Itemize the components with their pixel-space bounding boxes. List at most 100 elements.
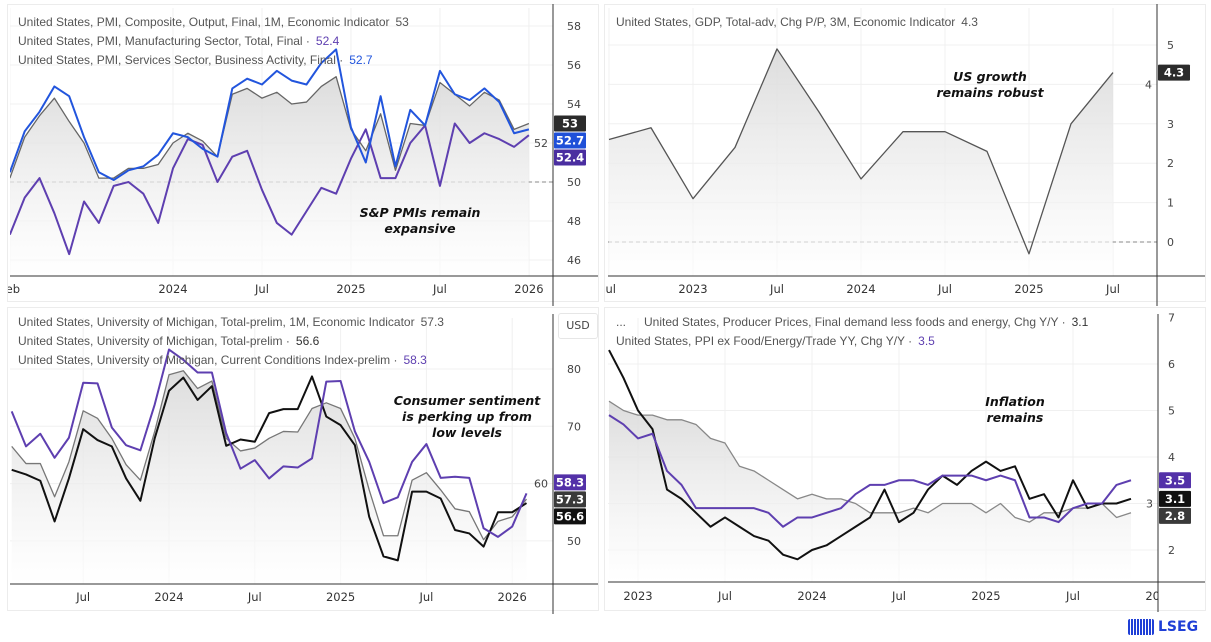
plot-area [608, 318, 1158, 582]
legend-value: 52.7 [349, 53, 373, 67]
x-tick-label: Jul [432, 282, 447, 296]
gdp-legend: United States, GDP, Total-adv, Chg P/P, … [616, 13, 978, 32]
series-line-0[interactable] [11, 370, 528, 541]
x-tick-label: 2024 [158, 282, 187, 296]
legend-label: United States, PMI, Manufacturing Sector… [18, 34, 310, 48]
currency-button[interactable]: USD [558, 313, 598, 339]
chart-annotation: expansive [384, 221, 455, 236]
x-tick-label: 2023 [678, 282, 707, 296]
plot-area [608, 8, 1157, 276]
x-tick-label: Jul [247, 590, 262, 604]
chart-annotation: remains robust [936, 85, 1044, 100]
y-tick-label: 48 [567, 215, 581, 228]
last-value-label: 3.5 [1165, 473, 1185, 487]
legend-value: 58.3 [403, 353, 427, 367]
michigan-legend: United States, University of Michigan, T… [18, 313, 444, 370]
x-tick-label: 2024 [154, 590, 183, 604]
legend-label: United States, University of Michigan, T… [18, 315, 415, 329]
series-line-1[interactable] [10, 122, 530, 256]
series-area-fill [609, 401, 1131, 582]
legend-value: 57.3 [420, 315, 444, 329]
legend-item[interactable]: United States, University of Michigan, T… [18, 332, 444, 351]
x-tick-label: 2025 [1014, 282, 1043, 296]
chart-annotation: remains [987, 410, 1044, 425]
x-tick-label: Jul [891, 589, 906, 603]
legend-item[interactable]: United States, PPI ex Food/Energy/Trade … [616, 332, 1088, 351]
last-value-label: 58.3 [556, 475, 584, 489]
last-value-badge: 52.7 [554, 132, 586, 149]
legend-value: 4.3 [961, 15, 978, 29]
x-tick-label: Feb [0, 282, 20, 296]
y-tick-label: 3 [1167, 118, 1174, 131]
y-tick-label: 5 [1168, 405, 1175, 418]
legend-item[interactable]: ... United States, Producer Prices, Final… [616, 313, 1088, 332]
x-tick-label: Jul [418, 590, 433, 604]
series-line-0[interactable] [608, 400, 1132, 523]
x-tick-label: 2026 [498, 590, 527, 604]
chart-annotation: Consumer sentiment [394, 393, 541, 408]
last-value-label: 57.3 [556, 492, 584, 506]
last-value-badge: 2.8 [1159, 507, 1191, 524]
y-tick-label: 7 [1168, 312, 1175, 325]
legend-item[interactable]: United States, PMI, Manufacturing Sector… [18, 32, 409, 51]
legend-label: United States, Producer Prices, Final de… [644, 315, 1066, 329]
chart-annotation: low levels [432, 425, 502, 440]
y-tick-label: 70 [567, 420, 581, 433]
legend-item[interactable]: United States, PMI, Composite, Output, F… [18, 13, 409, 32]
series-line-0[interactable] [10, 76, 530, 179]
chart-annotation: Inflation [985, 394, 1045, 409]
chart-annotation: is perking up from [402, 409, 532, 424]
series-line-0[interactable] [608, 48, 1114, 255]
y-tick-label: 58 [567, 20, 581, 33]
x-tick-label: Jul [769, 282, 784, 296]
series-line-2[interactable] [608, 414, 1132, 528]
x-tick-label: Jul [717, 589, 732, 603]
last-value-label: 3.1 [1165, 492, 1185, 506]
last-value-label: 52.4 [556, 151, 584, 165]
legend-item[interactable]: United States, University of Michigan, C… [18, 351, 444, 370]
x-tick-label: 2025 [336, 282, 365, 296]
legend-item[interactable]: United States, GDP, Total-adv, Chg P/P, … [616, 13, 978, 32]
last-value-badge: 52.4 [554, 149, 586, 166]
y-tick-label: 4 [1145, 78, 1152, 91]
chart-0: 46 48 50 52 54 56 58 Feb 2024 Jul 2025 Jul 2026 S&P P… [0, 4, 598, 306]
y-tick-label: 56 [567, 59, 581, 72]
series-line-1[interactable] [608, 349, 1132, 561]
legend-label: United States, PMI, Services Sector, Bus… [18, 53, 344, 67]
series-line-2[interactable] [10, 348, 528, 538]
last-value-badge: 3.1 [1159, 490, 1191, 507]
last-value-badge: 57.3 [554, 491, 586, 508]
series-line-1[interactable] [11, 375, 528, 562]
pmi-legend: United States, PMI, Composite, Output, F… [18, 13, 409, 70]
x-tick-label: 2024 [797, 589, 826, 603]
y-tick-label: 2 [1168, 544, 1175, 557]
y-tick-label: 5 [1167, 39, 1174, 52]
legend-menu-icon[interactable]: ... [616, 315, 627, 329]
y-tick-label: 52 [534, 137, 548, 150]
last-value-badge: 58.3 [554, 474, 586, 491]
legend-value: 56.6 [295, 334, 320, 348]
last-value-label: 56.6 [556, 509, 584, 523]
series-area-fill [609, 48, 1113, 276]
last-value-badge: 3.5 [1159, 472, 1191, 489]
lseg-logo: LSEG [1128, 619, 1198, 635]
series-line-2[interactable] [10, 48, 530, 182]
chart-1: 0 1 2 3 4 5 Jul 2023 Jul 2024 Jul 2025 Jul US growthr… [606, 4, 1205, 306]
legend-item[interactable]: United States, University of Michigan, T… [18, 313, 444, 332]
last-value-label: 4.3 [1164, 66, 1184, 80]
last-value-label: 53 [562, 117, 578, 131]
legend-label: United States, PMI, Composite, Output, F… [18, 15, 390, 29]
y-tick-label: 50 [567, 535, 581, 548]
last-value-badge: 4.3 [1158, 64, 1190, 81]
x-tick-label: 2026 [514, 282, 543, 296]
y-tick-label: 4 [1168, 451, 1175, 464]
ppi-legend: ... United States, Producer Prices, Final… [616, 313, 1088, 351]
legend-label: United States, GDP, Total-adv, Chg P/P, … [616, 15, 956, 29]
x-tick-label: 2026 [1145, 589, 1174, 603]
last-value-badge: 56.6 [554, 508, 586, 525]
x-tick-label: Jul [254, 282, 269, 296]
y-tick-label: 6 [1168, 358, 1175, 371]
x-tick-label: Jul [1065, 589, 1080, 603]
legend-item[interactable]: United States, PMI, Services Sector, Bus… [18, 51, 409, 70]
